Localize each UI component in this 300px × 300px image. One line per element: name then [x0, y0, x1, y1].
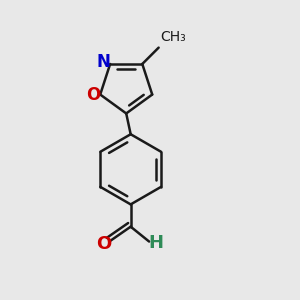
Text: H: H: [148, 234, 163, 252]
Text: O: O: [96, 235, 111, 253]
Text: N: N: [97, 52, 110, 70]
Text: O: O: [86, 86, 100, 104]
Text: CH₃: CH₃: [160, 30, 186, 44]
